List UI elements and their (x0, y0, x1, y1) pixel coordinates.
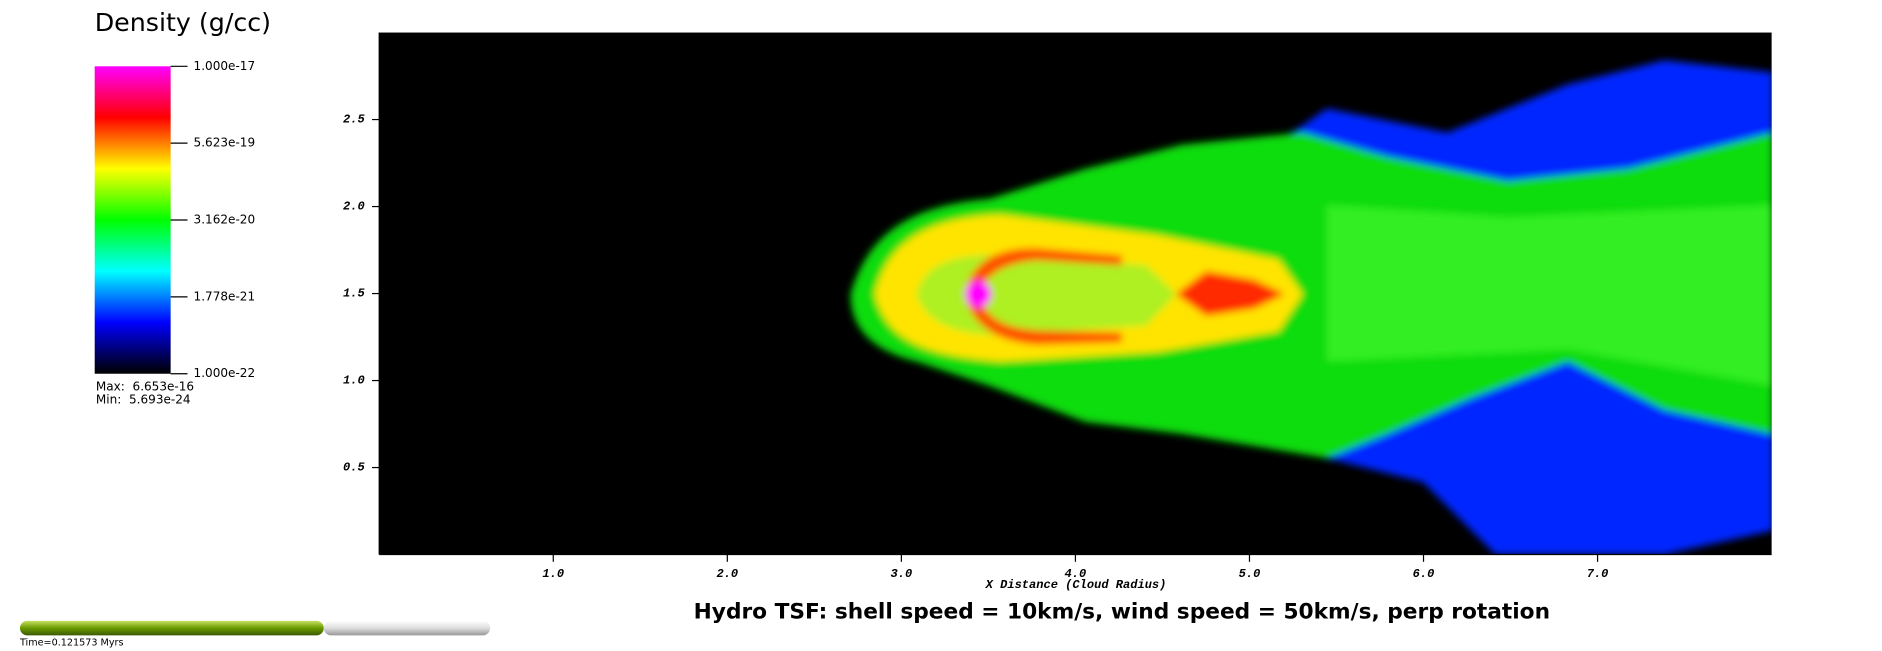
time-text: Time=0.121573 Myrs (19, 638, 124, 649)
colorbar-tick-label: 1.000e-17 (194, 59, 256, 73)
x-tick-label: 4.0 (1065, 567, 1087, 581)
x-tick-label: 1.0 (542, 567, 564, 581)
x-tick-label: 2.0 (716, 567, 738, 581)
colorbar-tick-label: 1.000e-22 (194, 366, 256, 380)
caption: Hydro TSF: shell speed = 10km/s, wind sp… (694, 599, 1550, 624)
x-tick-label: 7.0 (1587, 567, 1609, 581)
y-tick-label: 2.0 (343, 200, 365, 214)
y-tick-label: 1.5 (343, 287, 365, 301)
x-axis-label: X Distance (Cloud Radius) (985, 578, 1167, 592)
colorbar-tick-label: 3.162e-20 (194, 213, 256, 227)
time-slider-track[interactable] (323, 620, 491, 636)
min-text: Min: 5.693e-24 (96, 393, 191, 407)
x-tick-label: 5.0 (1239, 567, 1261, 581)
max-text: Max: 6.653e-16 (96, 379, 194, 393)
y-tick-label: 2.5 (343, 113, 365, 127)
x-tick-label: 6.0 (1413, 567, 1435, 581)
y-tick-label: 1.0 (343, 374, 365, 388)
y-tick-label: 0.5 (343, 461, 365, 475)
colorbar-tick-label: 5.623e-19 (194, 136, 256, 150)
time-slider-progress[interactable] (19, 620, 324, 636)
legend-title: Density (g/cc) (95, 8, 271, 37)
density-field (850, 60, 1772, 555)
colorbar-tick-label: 1.778e-21 (194, 289, 256, 303)
x-tick-label: 3.0 (891, 567, 913, 581)
colorbar (94, 66, 171, 374)
